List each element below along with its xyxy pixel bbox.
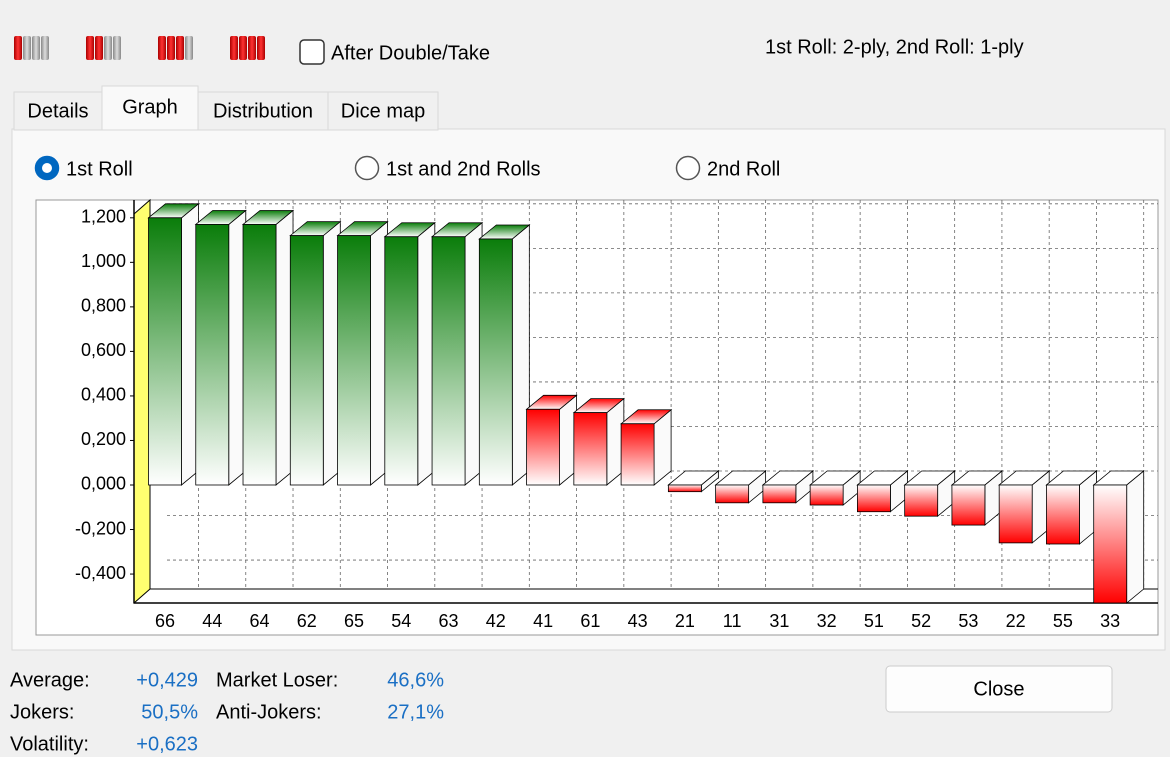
radio-button[interactable] <box>675 155 701 181</box>
stat-value: +0,429 <box>136 669 198 691</box>
stat-value: 50,5% <box>141 701 198 723</box>
y-tick-label: 0,400 <box>81 385 126 405</box>
x-tick-label: 33 <box>1100 611 1120 631</box>
x-tick-label: 43 <box>628 611 648 631</box>
x-tick-label: 64 <box>250 611 270 631</box>
radio-label[interactable]: 1st Roll <box>66 158 133 180</box>
checkbox[interactable] <box>299 39 325 65</box>
y-tick-label: 1,000 <box>81 251 126 271</box>
stat-label: Anti-Jokers: <box>216 701 322 723</box>
x-tick-label: 53 <box>958 611 978 631</box>
bar <box>431 236 466 486</box>
radio-label[interactable]: 1st and 2nd Rolls <box>386 158 541 180</box>
y-tick-label: 0,200 <box>81 429 126 449</box>
bar <box>1093 484 1128 604</box>
bar <box>715 484 750 504</box>
bar <box>904 484 939 517</box>
y-tick-label: 0,600 <box>81 340 126 360</box>
stat-value: 46,6% <box>387 669 444 691</box>
axis-wall <box>133 198 151 605</box>
bar <box>242 224 277 486</box>
bar <box>857 484 891 513</box>
stat-value: 27,1% <box>387 701 444 723</box>
tab-label[interactable]: Details <box>27 100 88 122</box>
tab[interactable] <box>101 85 199 131</box>
x-tick-label: 65 <box>344 611 364 631</box>
x-tick-label: 61 <box>580 611 600 631</box>
close-button-label[interactable]: Close <box>973 678 1024 700</box>
x-tick-label: 62 <box>297 611 317 631</box>
bar-side <box>1126 470 1145 604</box>
tab[interactable] <box>327 91 439 131</box>
tab-label[interactable]: Graph <box>122 96 178 118</box>
bar <box>337 235 371 486</box>
bar <box>951 484 986 526</box>
radio-label[interactable]: 2nd Roll <box>707 158 780 180</box>
checkbox-label[interactable]: After Double/Take <box>331 42 490 64</box>
x-tick-label: 32 <box>817 611 837 631</box>
y-tick-label: -0,400 <box>75 563 126 583</box>
y-tick-label: -0,200 <box>75 518 126 538</box>
bar <box>667 484 702 493</box>
x-tick-label: 31 <box>769 611 789 631</box>
x-tick-label: 55 <box>1053 611 1073 631</box>
bar <box>289 235 324 486</box>
x-tick-label: 63 <box>439 611 459 631</box>
bar <box>762 484 797 504</box>
bar <box>195 224 230 486</box>
bar <box>809 484 844 506</box>
x-tick-label: 22 <box>1006 611 1026 631</box>
stat-label: Market Loser: <box>216 669 338 691</box>
stat-label: Jokers: <box>10 701 74 723</box>
x-tick-label: 21 <box>675 611 695 631</box>
bar <box>620 423 655 486</box>
x-tick-label: 42 <box>486 611 506 631</box>
bar <box>573 412 608 486</box>
tab[interactable] <box>13 91 103 131</box>
y-tick-label: 1,200 <box>81 207 126 227</box>
bar <box>526 408 560 486</box>
chip-icons[interactable] <box>14 36 265 60</box>
stat-value: +0,623 <box>136 733 198 755</box>
x-tick-label: 52 <box>911 611 931 631</box>
radio-button[interactable] <box>354 155 380 181</box>
bar <box>1046 484 1080 545</box>
bar <box>478 238 513 486</box>
bar <box>148 217 182 486</box>
x-tick-label: 51 <box>864 611 884 631</box>
radio-dot[interactable] <box>42 163 52 173</box>
x-tick-label: 54 <box>391 611 411 631</box>
stat-label: Average: <box>10 669 90 691</box>
y-tick-label: 0,000 <box>81 474 126 494</box>
bar <box>384 236 419 486</box>
x-tick-label: 66 <box>155 611 175 631</box>
x-tick-label: 41 <box>533 611 553 631</box>
bar <box>998 484 1033 544</box>
x-tick-label: 44 <box>202 611 222 631</box>
close-button[interactable] <box>885 665 1113 713</box>
ply-info: 1st Roll: 2-ply, 2nd Roll: 1-ply <box>765 36 1024 58</box>
y-tick-label: 0,800 <box>81 296 126 316</box>
tab-label[interactable]: Distribution <box>213 100 313 122</box>
stat-label: Volatility: <box>10 733 89 755</box>
x-tick-label: 11 <box>723 611 742 631</box>
tab-label[interactable]: Dice map <box>341 100 425 122</box>
